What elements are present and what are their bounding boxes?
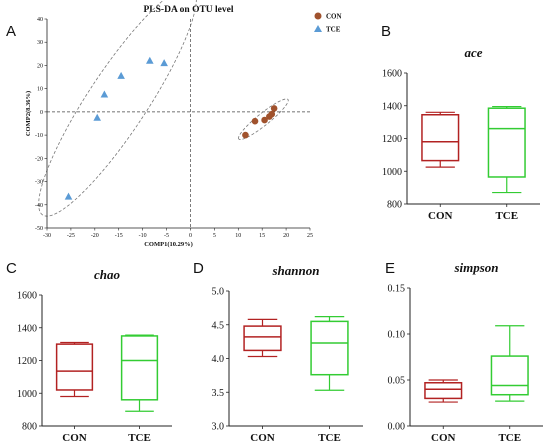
panel-letter-c: C: [6, 260, 17, 277]
y-tick-label: 1600: [17, 291, 37, 302]
y-tick-label: 3.5: [212, 388, 225, 399]
y-tick-label: 1000: [17, 389, 37, 400]
y-axis-label: COMP2(8.36%): [25, 91, 32, 136]
chart-title: chao: [94, 267, 121, 282]
box-con: [55, 343, 94, 391]
category-label-con: CON: [428, 210, 453, 222]
plsda-chart: PLS-DA on OTU level-30 -25 -20 -15 -10 -5 0 5 10…: [25, 0, 342, 248]
point-con: [268, 110, 276, 118]
y-tick-label: -30: [35, 180, 43, 186]
x-tick-label: -25: [67, 233, 75, 239]
x-tick-label: 10: [235, 233, 241, 239]
y-tick-label: 1400: [17, 323, 37, 334]
chart-title: PLS-DA on OTU level: [144, 5, 234, 15]
x-tick-label: -30: [43, 233, 51, 239]
confidence-ellipse-tce: [38, 0, 197, 217]
x-tick-label: -15: [115, 233, 123, 239]
chart-title: ace: [464, 45, 482, 60]
point-tce: [160, 59, 168, 67]
point-tce: [100, 90, 109, 98]
y-tick-label: 1200: [17, 356, 37, 367]
y-tick-label: 5.0: [212, 287, 225, 298]
point-tce: [64, 192, 73, 200]
y-tick-label: 4.5: [212, 320, 225, 331]
boxplot-shannon: shannon 3.0 3.5 4.0 4.5 5.0 CON TCE: [212, 263, 363, 444]
x-tick-label: -5: [164, 233, 169, 239]
chart-title: simpson: [453, 260, 498, 275]
x-tick-label: 5: [213, 233, 216, 239]
x-tick-label: 15: [259, 233, 265, 239]
legend-label-con: CON: [326, 13, 342, 21]
y-tick-label: 1200: [382, 134, 402, 145]
boxplot-simpson: simpson 0.00 0.05 0.10 0.15 CON TCE: [388, 260, 543, 444]
y-tick-label: -40: [35, 203, 43, 209]
y-tick-label: 3.0: [212, 422, 225, 433]
box-con: [243, 325, 282, 352]
y-tick-label: 0.10: [388, 330, 406, 341]
chart-title: shannon: [272, 263, 320, 278]
box-tce: [120, 335, 159, 401]
y-tick-label: 0.15: [388, 284, 406, 295]
x-tick-label: -10: [139, 233, 147, 239]
y-tick-label: 40: [37, 17, 43, 23]
category-label-con: CON: [250, 432, 275, 444]
point-tce: [117, 71, 125, 79]
point-tce: [146, 56, 154, 64]
x-tick-label: 20: [283, 233, 289, 239]
box-tce: [310, 320, 349, 376]
y-tick-label: 0.05: [388, 376, 406, 387]
y-tick-label: 1400: [382, 101, 402, 112]
point-con: [270, 105, 278, 112]
y-tick-label: -20: [35, 156, 43, 162]
y-tick-label: 20: [37, 63, 43, 69]
category-label-tce: TCE: [495, 210, 518, 222]
y-tick-label: 800: [22, 422, 37, 433]
legend-marker-con: [314, 12, 322, 20]
x-tick-label: 25: [307, 233, 313, 239]
panel-letter-b: B: [381, 23, 391, 40]
category-label-con: CON: [431, 432, 456, 444]
point-tce: [93, 113, 102, 121]
y-tick-label: 30: [37, 40, 43, 46]
y-tick-label: 1000: [382, 167, 402, 178]
confidence-ellipse-con: [238, 98, 289, 140]
box-tce: [487, 107, 526, 178]
y-tick-label: -10: [35, 133, 43, 139]
point-con: [261, 116, 268, 124]
y-tick-label: 10: [37, 87, 43, 93]
category-label-con: CON: [62, 432, 87, 444]
boxplot-chao: chao 800 1000 1200 1400 1600 CON TCE: [17, 267, 172, 444]
x-axis-label: COMP1(10.29%): [144, 241, 193, 248]
y-tick-label: 1600: [382, 69, 402, 80]
box-con: [424, 382, 463, 400]
point-con: [251, 117, 259, 125]
point-con: [242, 131, 249, 139]
boxplot-ace: ace 800 1000 1200 1400 1600 CON TCE: [382, 45, 540, 222]
y-tick-label: 4.0: [212, 354, 225, 365]
legend-label-tce: TCE: [326, 26, 341, 34]
y-tick-label: 0.00: [388, 422, 406, 433]
y-tick-label: -50: [35, 226, 43, 232]
category-label-tce: TCE: [318, 432, 341, 444]
x-tick-label: 0: [189, 233, 192, 239]
category-label-tce: TCE: [498, 432, 521, 444]
panel-letter-a: A: [6, 23, 16, 40]
legend-marker-tce: [314, 25, 322, 32]
panel-letter-e: E: [385, 260, 395, 277]
box-con: [421, 114, 460, 162]
x-tick-label: -20: [91, 233, 99, 239]
category-label-tce: TCE: [128, 432, 151, 444]
box-tce: [490, 355, 529, 396]
y-tick-label: 800: [387, 200, 402, 211]
y-tick-label: 0: [40, 110, 43, 116]
panel-letter-d: D: [193, 260, 204, 277]
